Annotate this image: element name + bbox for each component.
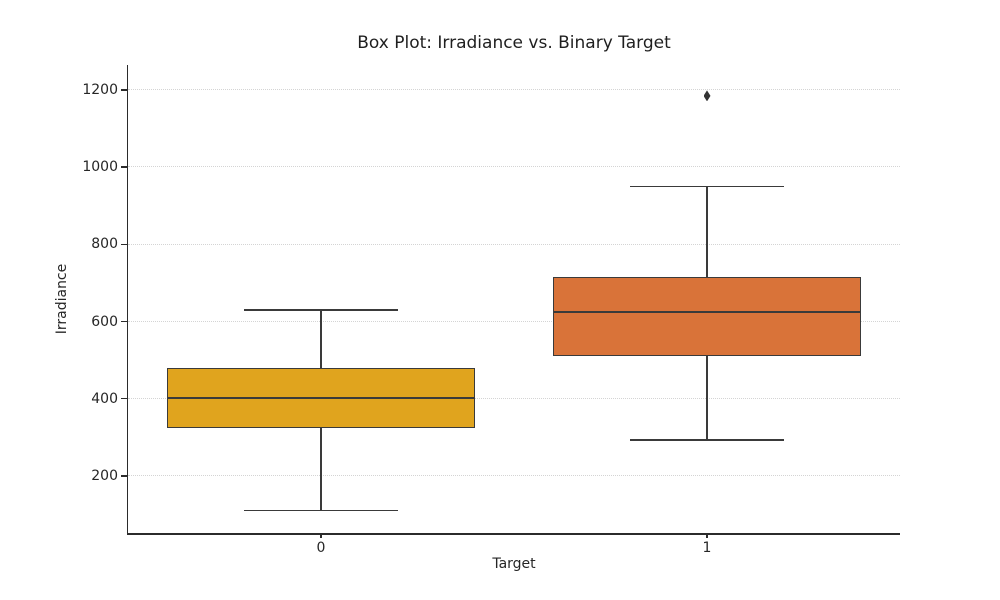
gridline [128,475,900,477]
y-axis-spine [126,65,128,533]
x-tick-mark [320,533,322,538]
gridline [128,166,900,168]
y-tick-label: 600 [91,313,118,330]
box-category-1 [552,276,862,357]
gridline [128,320,900,322]
outlier-diamond [703,90,711,102]
y-tick-mark [121,397,128,400]
whisker-cap-low [243,509,399,512]
chart-title: Box Plot: Irradiance vs. Binary Target [357,33,671,53]
x-tick-label: 1 [702,540,712,556]
y-tick-label: 1000 [82,159,118,176]
x-axis-spine [126,533,900,535]
y-tick-mark [121,320,128,323]
gridline [128,397,900,399]
median-line [552,310,862,313]
whisker-cap-high [629,185,785,188]
median-line [166,396,476,399]
gridline [128,243,900,245]
y-tick-mark [121,475,128,477]
x-axis-label: Target [492,556,536,572]
y-tick-label: 400 [91,390,118,407]
y-tick-mark [121,166,128,168]
gridline [128,89,900,91]
y-tick-mark [121,243,128,246]
y-tick-label: 800 [91,236,118,253]
whisker-cap-low [629,439,785,441]
x-tick-mark [706,533,708,538]
y-axis-label: Irradiance [54,263,70,335]
y-tick-label: 1200 [82,82,118,99]
y-tick-label: 200 [91,467,118,484]
x-tick-label: 0 [316,540,326,556]
y-tick-mark [121,89,128,91]
whisker-cap-high [243,309,399,311]
